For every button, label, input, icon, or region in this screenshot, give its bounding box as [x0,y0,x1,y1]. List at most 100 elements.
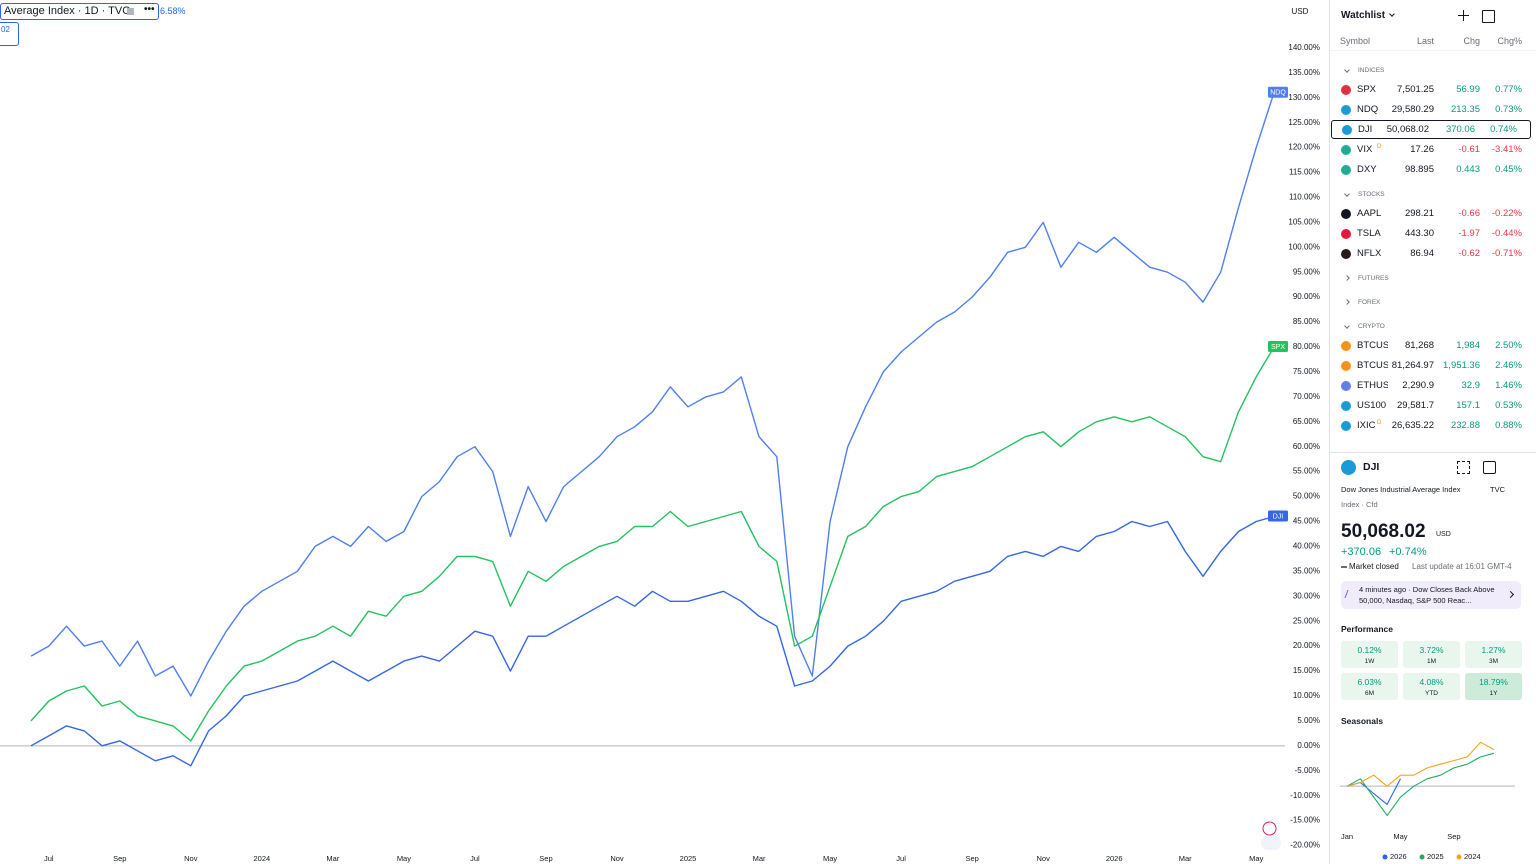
seasonals-chart: Jan May Sep 2026 2025 2024 [1340,741,1515,861]
column-header: Chg% [1497,36,1522,46]
symbol-details: DJI Dow Jones Industrial Average Index TVC… [1330,452,1536,864]
symbol-icon [1341,85,1351,95]
y-tick-label: 30.00% [1293,591,1320,600]
x-tick-label: Mar [753,854,766,863]
watchlist-row[interactable]: NDQ 29,580.29 213.35 0.73% [1330,100,1536,120]
group-chevron[interactable] [1344,191,1350,197]
last: 81,264.97 [1391,360,1434,371]
watchlist-row[interactable]: ETHUSD 2,290.9 32.9 1.46% [1330,376,1536,396]
y-tick-label: 55.00% [1293,467,1320,476]
price: 50,068.02 [1341,521,1426,542]
x-tick-label: May [1393,832,1407,841]
change: +370.06 [1341,546,1382,558]
performance-cell[interactable]: 4.08% YTD [1403,673,1460,700]
y-tick-label: -5.00% [1295,766,1320,775]
symbol-icon [1341,381,1351,391]
series-line [1346,752,1495,816]
last: 2,290.9 [1402,380,1434,391]
legend-box[interactable]: Average Index · 1D · TVC ••• [0,3,159,20]
add-button[interactable] [1458,10,1469,21]
performance-cell[interactable]: 0.12% 1W [1341,641,1398,668]
symbol-icon [1341,460,1356,475]
news-text: 4 minutes ago · Dow Closes Back Above 50… [1359,585,1495,605]
legend-dot [1456,854,1462,860]
watchlist-row[interactable]: TSLA 443.30 -1.97 -0.44% [1330,224,1536,244]
performance-period: 1Y [1489,690,1498,697]
news-time: 4 minutes ago [1359,585,1407,594]
y-tick-label: 140.00% [1288,43,1320,52]
group-chevron[interactable] [1344,299,1350,305]
performance-cell[interactable]: 6.03% 6M [1341,673,1398,700]
x-tick-label: Jul [896,854,906,863]
last: 50,068.02 [1386,124,1429,135]
watchlist-row[interactable]: BTCUSD81,264.97 1,951.36 2.46% [1330,356,1536,376]
watchlist: Watchlist Symbol Last Chg Chg% INDICES SPX 7,50… [1330,0,1536,452]
change-pct: -0.71% [1491,248,1522,259]
symbol: DXY [1357,164,1377,175]
watchlist-row[interactable]: SPX 7,501.25 56.99 0.77% [1330,80,1536,100]
y-tick-label: -15.00% [1290,816,1320,825]
last: 98.895 [1404,164,1434,175]
performance-value: 1.27% [1481,645,1506,655]
performance-value: 6.03% [1357,677,1382,687]
last: 86.94 [1410,248,1434,259]
y-tick-label: 50.00% [1293,492,1320,501]
group-chevron[interactable] [1344,67,1350,73]
seasonals-title: Seasonals [1341,716,1384,726]
x-tick-label: Mar [326,854,339,863]
y-tick-label: -10.00% [1290,791,1320,800]
watchlist-row[interactable]: DXY 98.895 0.443 0.45% [1330,160,1536,180]
watchlist-row[interactable]: NFLX 86.94 -0.62 -0.71% [1330,244,1536,264]
legend-dot [1419,854,1425,860]
y-tick-label: 75.00% [1293,367,1320,376]
group-chevron[interactable] [1344,323,1350,329]
symbol: ETHUSD [1357,380,1388,391]
series-line [30,515,1275,767]
watchlist-row[interactable]: DJI 50,068.02 370.06 0.74% [1331,120,1531,139]
grid-button[interactable] [1457,461,1470,474]
last: 7,501.25 [1397,84,1434,95]
x-tick-label: 2025 [680,854,697,863]
series-tag [1268,510,1288,522]
performance-value: 0.12% [1357,645,1382,655]
symbol-badge: D [1377,144,1382,150]
watchlist-row[interactable]: US100 29,581.7 157.1 0.53% [1330,396,1536,416]
change-pct: 0.74% [1490,124,1517,135]
flag-icon [1261,836,1281,850]
watchlist-row[interactable]: AAPL 298.21 -0.66 -0.22% [1330,204,1536,224]
performance-cell[interactable]: 1.27% 3M [1465,641,1522,668]
change: -0.62 [1458,248,1480,259]
legend-menu[interactable]: ••• [144,4,155,15]
layout-button[interactable] [1482,10,1495,23]
symbol-icon [1341,361,1351,371]
watchlist-row[interactable]: VIX D 17.26 -0.61 -3.41% [1330,140,1536,160]
series-tag-label: DJI [1273,513,1284,520]
series-tag-label: NDQ [1270,90,1286,97]
news-card[interactable]: 4 minutes ago · Dow Closes Back Above 50… [1341,581,1521,609]
x-tick-label: Sep [539,854,552,863]
symbol: VIX [1357,144,1373,155]
edit-button[interactable] [1483,461,1496,474]
y-tick-label: 45.00% [1293,517,1320,526]
performance-cell[interactable]: 18.79% 1Y [1465,673,1522,700]
symbol-icon [1341,421,1351,431]
performance-cell[interactable]: 3.72% 1M [1403,641,1460,668]
performance-value: 18.79% [1479,677,1508,687]
change: 32.9 [1461,380,1481,391]
news-icon [1344,590,1353,598]
update: Last update at 16:01 GMT-4 [1412,562,1512,571]
group-name: STOCKS [1358,191,1385,198]
watchlist-title[interactable]: Watchlist [1341,10,1386,21]
y-tick-label: 105.00% [1288,217,1320,226]
group-chevron[interactable] [1344,275,1350,281]
watchlist-row[interactable]: IXIC D 26,635.22 232.88 0.88% [1330,416,1536,436]
y-tick-label: 95.00% [1293,267,1320,276]
change-pct: 0.45% [1495,164,1522,175]
right-panel: Watchlist Symbol Last Chg Chg% INDICES SPX 7,50… [1329,0,1536,864]
column-header: Symbol [1340,36,1371,46]
change: 370.06 [1445,124,1475,135]
y-tick-label: 135.00% [1288,68,1320,77]
watchlist-row[interactable]: BTCUSD 81,268 1,984 2.50% [1330,336,1536,356]
performance-period: 3M [1488,658,1499,665]
x-tick-label: Nov [610,854,624,863]
